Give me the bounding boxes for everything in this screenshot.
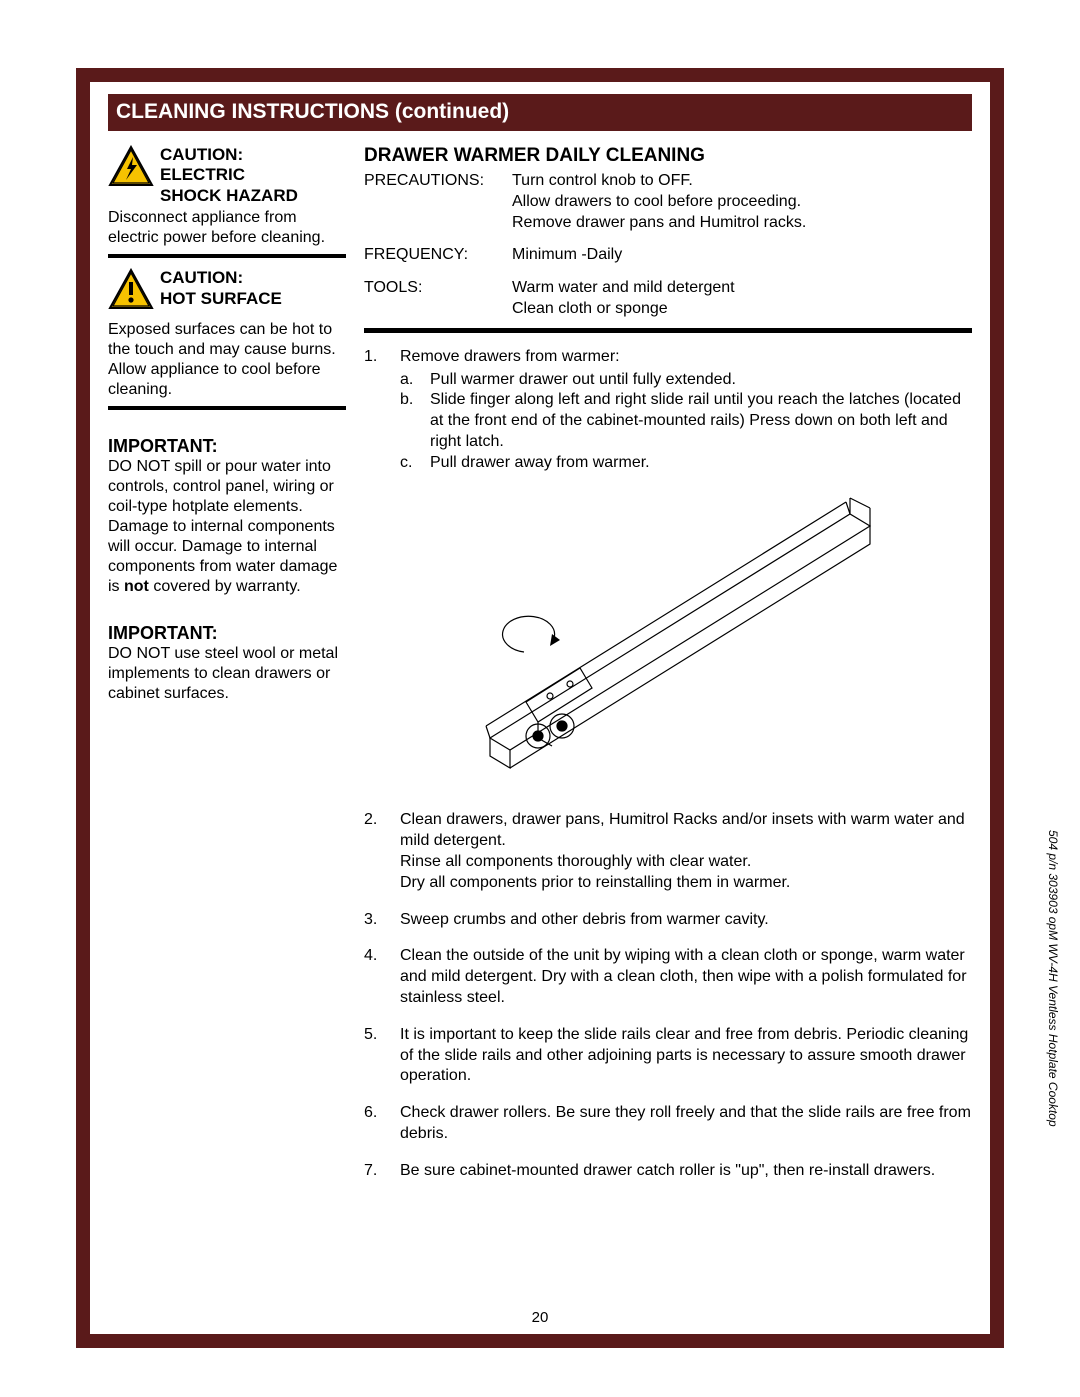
step-1b: Slide finger along left and right slide …: [400, 390, 972, 452]
hot-surface-icon: [108, 268, 154, 310]
step-6: Check drawer rollers. Be sure they roll …: [364, 1103, 972, 1145]
slide-rail-diagram: [430, 478, 890, 778]
electric-hazard-icon: [108, 145, 154, 187]
frequency-row: FREQUENCY: Minimum -Daily: [364, 245, 972, 266]
tools-row: TOOLS: Warm water and mild detergent Cle…: [364, 278, 972, 320]
step-3: Sweep crumbs and other debris from warme…: [364, 910, 972, 931]
caution-sub2: SHOCK HAZARD: [160, 186, 298, 205]
frequency-label: FREQUENCY:: [364, 245, 512, 266]
caution-label: CAUTION:: [160, 145, 243, 164]
side-part-number: 504 p/n 303903 opM WV-4H Ventless Hotpla…: [1046, 830, 1060, 1127]
important-body-1: DO NOT spill or pour water into controls…: [108, 457, 346, 597]
step-5: It is important to keep the slide rails …: [364, 1025, 972, 1087]
important-heading: IMPORTANT:: [108, 436, 346, 457]
caution-sub1: HOT SURFACE: [160, 289, 282, 308]
precautions-label: PRECAUTIONS:: [364, 171, 512, 233]
divider: [364, 328, 972, 333]
tools-label: TOOLS:: [364, 278, 512, 320]
important-heading: IMPORTANT:: [108, 623, 346, 644]
cleaning-title: DRAWER WARMER DAILY CLEANING: [364, 145, 972, 167]
step-1: Remove drawers from warmer: Pull warmer …: [364, 347, 972, 795]
left-column: CAUTION: ELECTRIC SHOCK HAZARD Disconnec…: [108, 145, 346, 1198]
manual-page: CLEANING INSTRUCTIONS (continued) CAUTIO…: [76, 68, 1004, 1348]
caution-hot: CAUTION: HOT SURFACE Exposed surfaces ca…: [108, 268, 346, 400]
section-header: CLEANING INSTRUCTIONS (continued): [108, 94, 972, 131]
divider: [108, 406, 346, 410]
caution-electric: CAUTION: ELECTRIC SHOCK HAZARD Disconnec…: [108, 145, 346, 248]
caution-label: CAUTION:: [160, 268, 243, 287]
caution-electric-body: Disconnect appliance from electric power…: [108, 208, 346, 248]
right-column: DRAWER WARMER DAILY CLEANING PRECAUTIONS…: [364, 145, 972, 1198]
step-2: Clean drawers, drawer pans, Humitrol Rac…: [364, 810, 972, 893]
caution-hot-body: Exposed surfaces can be hot to the touch…: [108, 320, 346, 400]
step-1c: Pull drawer away from warmer.: [400, 453, 972, 474]
caution-sub1: ELECTRIC: [160, 165, 245, 184]
divider: [108, 254, 346, 258]
precautions-row: PRECAUTIONS: Turn control knob to OFF. A…: [364, 171, 972, 233]
step-1a: Pull warmer drawer out until fully exten…: [400, 370, 972, 391]
cleaning-steps: Remove drawers from warmer: Pull warmer …: [364, 347, 972, 1182]
step-4: Clean the outside of the unit by wiping …: [364, 946, 972, 1008]
page-number: 20: [90, 1309, 990, 1326]
step-7: Be sure cabinet-mounted drawer catch rol…: [364, 1161, 972, 1182]
important-body-2: DO NOT use steel wool or metal implement…: [108, 644, 346, 704]
content-columns: CAUTION: ELECTRIC SHOCK HAZARD Disconnec…: [108, 145, 972, 1198]
